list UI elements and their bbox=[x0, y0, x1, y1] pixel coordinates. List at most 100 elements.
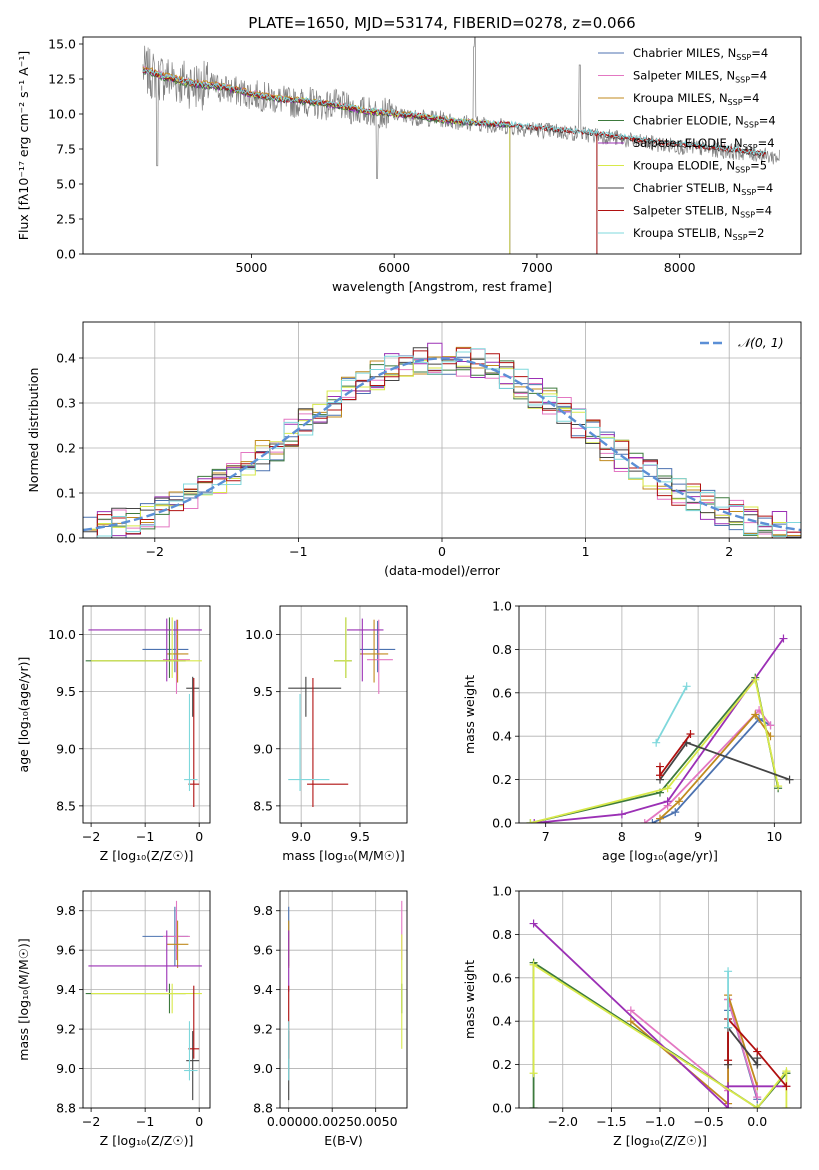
legend-label: Chabrier ELODIE, NSSP=4 bbox=[633, 114, 776, 130]
mass-vs-metallicity-panel: −2 −1 0 8.8 9.0 9.2 9.4 9.6 9.8 Z [log₁₀(Z/Z☉)] ma… bbox=[16, 890, 211, 1148]
model-spectrum bbox=[142, 69, 766, 156]
y-tick-label: 8.5 bbox=[56, 798, 76, 813]
axes-frame bbox=[82, 321, 802, 539]
y-tick-label: 8.8 bbox=[253, 1101, 273, 1116]
y-tick-label: 7.5 bbox=[56, 142, 76, 157]
x-axis-label: (data-model)/error bbox=[384, 563, 501, 578]
mass-weight-marker bbox=[656, 814, 664, 823]
y-tick-label: 9.5 bbox=[56, 684, 76, 699]
spectrum-panel: 5000 6000 7000 8000 0.0 2.5 5.0 7.5 10.0 12.5 15.0… bbox=[16, 37, 802, 294]
y-tick-label: 2.5 bbox=[56, 212, 76, 227]
mass-weight-line bbox=[644, 708, 772, 823]
y-tick-label: 5.0 bbox=[56, 177, 76, 192]
mass-weight-line bbox=[530, 677, 780, 823]
x-tick-label: 1 bbox=[582, 544, 590, 559]
mass-weight-marker bbox=[785, 775, 794, 784]
mass-weight-marker bbox=[782, 1082, 791, 1091]
y-tick-label: 9.6 bbox=[253, 943, 273, 958]
y-tick-label: 9.0 bbox=[56, 1061, 76, 1076]
x-tick-label: 9.0 bbox=[291, 829, 311, 844]
x-tick-label: 9.5 bbox=[350, 829, 370, 844]
mass-weight-line bbox=[659, 733, 692, 778]
legend-label: Chabrier MILES, NSSP=4 bbox=[633, 46, 768, 62]
y-tick-label: 9.0 bbox=[253, 1061, 273, 1076]
x-tick-label: 0 bbox=[438, 544, 446, 559]
y-tick-label: 10.0 bbox=[48, 107, 76, 122]
mass-weight-marker bbox=[530, 819, 539, 823]
mass-weight-marker bbox=[526, 819, 535, 823]
x-axis-label: mass [log₁₀(M/M☉)] bbox=[282, 848, 404, 863]
x-tick-label: 0 bbox=[195, 1114, 203, 1129]
mass-weight-marker bbox=[626, 1017, 635, 1026]
x-tick-label: 0.0025 bbox=[310, 1114, 354, 1129]
mass-weight-line bbox=[655, 685, 688, 744]
x-axis-label: Z [log₁₀(Z/Z☉)] bbox=[100, 1133, 194, 1148]
axes-frame bbox=[82, 605, 211, 824]
x-axis-label: E(B-V) bbox=[324, 1133, 363, 1148]
mass-weight-marker bbox=[529, 960, 538, 969]
weight-vs-age-panel: 7 8 9 10 0.0 0.2 0.4 0.6 0.8 1.0 age [log₁₀(age/yr… bbox=[462, 599, 802, 863]
axes-frame bbox=[518, 890, 802, 1109]
axes-frame bbox=[279, 605, 408, 824]
mass-weight-marker bbox=[724, 967, 733, 976]
y-tick-label: 0.1 bbox=[56, 486, 76, 501]
mass-vs-ebv-panel: 0.0000 0.0025 0.0050 8.8 9.0 9.2 9.4 9.6 9.8 E(B-… bbox=[253, 890, 408, 1148]
y-tick-label: 0.8 bbox=[492, 642, 512, 657]
y-tick-label: 10.0 bbox=[245, 627, 273, 642]
mass-weight-marker bbox=[640, 819, 649, 823]
mass-weight-marker bbox=[682, 682, 691, 691]
legend-label: Salpeter STELIB, NSSP=4 bbox=[633, 204, 772, 220]
legend-label: Chabrier STELIB, NSSP=4 bbox=[633, 181, 773, 197]
age-vs-metallicity-panel: −2 −1 0 8.5 9.0 9.5 10.0 Z [log₁₀(Z/Z☉)] age [lo… bbox=[16, 605, 211, 863]
y-tick-label: 0.0 bbox=[492, 1101, 512, 1116]
x-tick-label: 8000 bbox=[664, 260, 696, 275]
y-axis-label: mass [log₁₀(M/M☉)] bbox=[16, 938, 31, 1060]
mass-weight-line bbox=[532, 922, 787, 1108]
y-tick-label: 9.2 bbox=[253, 1022, 273, 1037]
mass-weight-marker bbox=[617, 810, 626, 819]
mass-weight-marker bbox=[656, 771, 664, 780]
mass-weight-marker bbox=[782, 1104, 791, 1108]
y-tick-label: 0.2 bbox=[492, 772, 512, 787]
x-axis-label: wavelength [Angstrom, rest frame] bbox=[332, 279, 552, 294]
residuals-panel: −2 −1 0 1 2 0.0 0.1 0.2 0.3 0.4 (data-model)/error… bbox=[26, 321, 802, 578]
figure-title: PLATE=1650, MJD=53174, FIBERID=0278, z=0… bbox=[248, 14, 635, 32]
x-tick-label: 8 bbox=[618, 829, 626, 844]
mass-weight-line bbox=[727, 1016, 788, 1087]
y-tick-label: 1.0 bbox=[492, 599, 512, 614]
mass-weight-marker bbox=[686, 730, 695, 739]
x-tick-label: 5000 bbox=[236, 260, 268, 275]
y-tick-label: 0.4 bbox=[492, 1014, 512, 1029]
mass-weight-marker bbox=[663, 784, 672, 793]
plot-area bbox=[529, 919, 791, 1108]
mass-weight-marker bbox=[529, 1069, 538, 1078]
y-axis-label: Flux [fλ10⁻¹⁷ erg cm⁻² s⁻¹ A⁻¹] bbox=[16, 51, 31, 240]
y-tick-label: 9.0 bbox=[56, 741, 76, 756]
y-tick-label: 1.0 bbox=[492, 884, 512, 899]
x-tick-label: −0.5 bbox=[693, 1114, 723, 1129]
x-tick-label: 2 bbox=[725, 544, 733, 559]
y-tick-label: 10.0 bbox=[48, 627, 76, 642]
x-tick-label: −2.0 bbox=[548, 1114, 578, 1129]
y-tick-label: 15.0 bbox=[48, 37, 76, 52]
y-tick-label: 9.4 bbox=[253, 982, 273, 997]
y-tick-label: 9.2 bbox=[56, 1022, 76, 1037]
plot-area bbox=[288, 617, 396, 808]
y-tick-label: 12.5 bbox=[48, 72, 76, 87]
mass-weight-marker bbox=[529, 1104, 538, 1108]
legend-label: Kroupa STELIB, NSSP=2 bbox=[633, 226, 764, 242]
x-tick-label: 6000 bbox=[378, 260, 410, 275]
model-spectrum bbox=[142, 67, 767, 254]
y-tick-label: 9.4 bbox=[56, 982, 76, 997]
x-tick-label: 7000 bbox=[521, 260, 553, 275]
plot-area bbox=[83, 342, 801, 538]
x-axis-label: Z [log₁₀(Z/Z☉)] bbox=[100, 848, 194, 863]
x-tick-label: −2 bbox=[146, 544, 164, 559]
x-tick-label: 7 bbox=[542, 829, 550, 844]
mass-weight-marker bbox=[663, 797, 672, 806]
mass-weight-marker bbox=[671, 808, 680, 817]
mass-weight-marker bbox=[779, 634, 788, 643]
x-tick-label: 0.0000 bbox=[267, 1114, 311, 1129]
mass-weight-marker bbox=[782, 1067, 791, 1076]
